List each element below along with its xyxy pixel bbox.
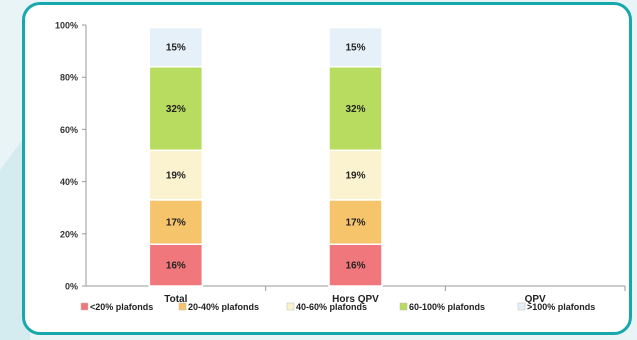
data-label: 16% bbox=[345, 261, 365, 272]
data-label: 17% bbox=[345, 218, 365, 229]
data-label: 19% bbox=[166, 171, 186, 182]
x-tick-label: Hors QPV bbox=[332, 294, 379, 305]
stacked-bar-chart: 0% 20% 40% 60% 80% 100% Total Hors QPV QPV 16% 17%… bbox=[55, 21, 626, 312]
y-tick-label: 40% bbox=[60, 177, 78, 187]
data-label: 16% bbox=[166, 261, 186, 272]
data-label: 32% bbox=[166, 104, 186, 115]
data-label: 15% bbox=[166, 43, 186, 54]
x-tick-label: QPV bbox=[525, 294, 546, 305]
y-tick-label: 0% bbox=[65, 282, 78, 292]
bar-segment bbox=[328, 199, 383, 245]
bar-segment bbox=[328, 243, 383, 287]
legend-label: 40-60% plafonds bbox=[296, 302, 367, 312]
data-label: 32% bbox=[345, 104, 365, 115]
y-tick-label: 60% bbox=[60, 125, 78, 135]
x-tick-label: Total bbox=[164, 294, 187, 305]
legend-swatch bbox=[286, 302, 295, 311]
bar-segment bbox=[328, 149, 383, 201]
legend-swatch bbox=[178, 302, 187, 311]
y-tick-label: 100% bbox=[55, 21, 78, 31]
legend-label: >100% plafonds bbox=[527, 302, 595, 312]
bar-segment bbox=[148, 26, 204, 68]
data-label: 15% bbox=[345, 43, 365, 54]
legend-swatch bbox=[399, 302, 408, 311]
legend-label: 60-100% plafonds bbox=[409, 302, 485, 312]
data-label: 19% bbox=[345, 171, 365, 182]
legend-label: 20-40% plafonds bbox=[188, 302, 259, 312]
legend-label: <20% plafonds bbox=[90, 302, 153, 312]
chart-frame: 0% 20% 40% 60% 80% 100% Total Hors QPV QPV 16% 17%… bbox=[22, 2, 632, 335]
y-tick-label: 80% bbox=[60, 73, 78, 83]
legend-swatch bbox=[80, 302, 89, 311]
legend-swatch bbox=[517, 302, 526, 311]
bar-segment bbox=[328, 26, 383, 68]
y-tick-label: 20% bbox=[60, 229, 78, 239]
data-label: 17% bbox=[166, 218, 186, 229]
